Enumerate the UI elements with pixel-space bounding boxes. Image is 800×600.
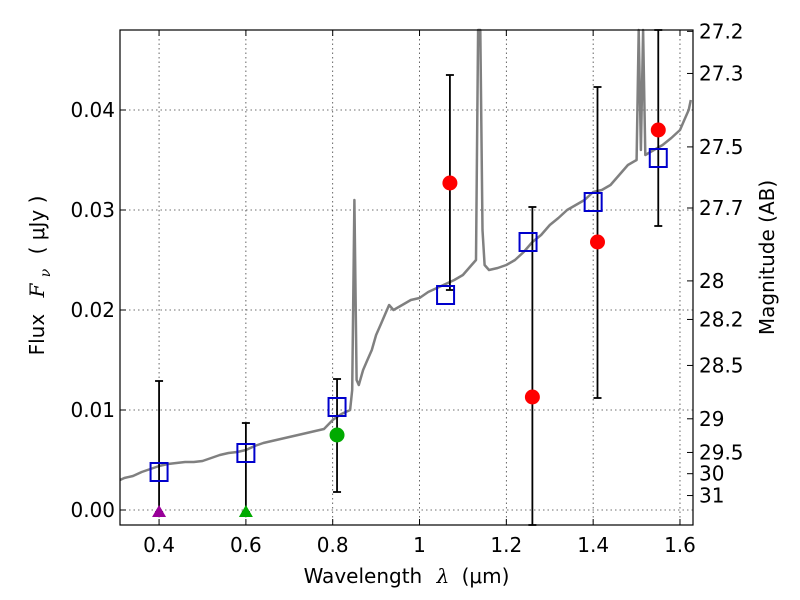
- plot-frame: [119, 29, 694, 526]
- measured-point: [442, 175, 458, 191]
- x-tick-label: 0.6: [230, 533, 262, 557]
- model-photometry-square: [436, 285, 456, 305]
- measured-point: [590, 234, 605, 250]
- x-tick-label: 1.4: [577, 533, 609, 557]
- y-tick-label: 0.03: [70, 198, 115, 222]
- upper-limit-triangle: [152, 505, 167, 517]
- x-tick-label: 0.4: [143, 533, 175, 557]
- mag-tick-label: 30: [699, 462, 724, 486]
- mag-tick-label: 29.5: [699, 440, 744, 464]
- x-tick-label: 1.6: [664, 533, 696, 557]
- mag-tick-label: 27.5: [699, 135, 744, 159]
- right-axis-title: Magnitude (AB): [755, 180, 779, 335]
- x-axis-title: Wavelength λ (μm): [304, 564, 510, 588]
- y-tick-label: 0.02: [70, 298, 115, 322]
- measured-point: [524, 389, 540, 405]
- y-tick-label: 0.01: [70, 398, 115, 422]
- model-photometry-square: [327, 397, 347, 417]
- model-photometry-square: [149, 462, 169, 482]
- y-axis-title: Flux F ν ( μJy ): [25, 196, 55, 356]
- model-photometry-square: [236, 443, 256, 463]
- measured-point: [650, 122, 666, 138]
- mag-tick-label: 27.7: [699, 196, 744, 220]
- model-photometry-square: [583, 192, 603, 212]
- model-spectrum-line: [119, 28, 693, 482]
- x-tick-label: 0.8: [317, 533, 349, 557]
- grid: [120, 30, 693, 525]
- error-bars: [155, 29, 663, 526]
- x-tick-label: 1: [413, 533, 426, 557]
- model-photometry-square: [648, 148, 668, 168]
- upper-limit-triangle: [238, 505, 253, 517]
- mag-tick-label: 27.2: [699, 19, 744, 43]
- y-tick-label: 0.00: [70, 498, 115, 522]
- ticks: 0.4 0.6 0.8 1 1.2 1.4 1.6 0.00 0.01 0.02 0.03 0.04 2…: [70, 19, 743, 557]
- mag-tick-label: 28.5: [699, 353, 744, 377]
- y-tick-label: 0.04: [70, 98, 115, 122]
- x-tick-label: 1.2: [490, 533, 522, 557]
- mag-tick-label: 27.3: [699, 61, 744, 85]
- mag-tick-label: 28: [699, 269, 724, 293]
- mag-tick-label: 28.2: [699, 307, 744, 331]
- mag-tick-label: 29: [699, 407, 724, 431]
- markers: [149, 122, 668, 517]
- model-spectrum-layer: [119, 28, 693, 482]
- mag-tick-label: 31: [699, 484, 724, 508]
- measured-point: [329, 427, 345, 443]
- model-photometry-square: [518, 232, 538, 252]
